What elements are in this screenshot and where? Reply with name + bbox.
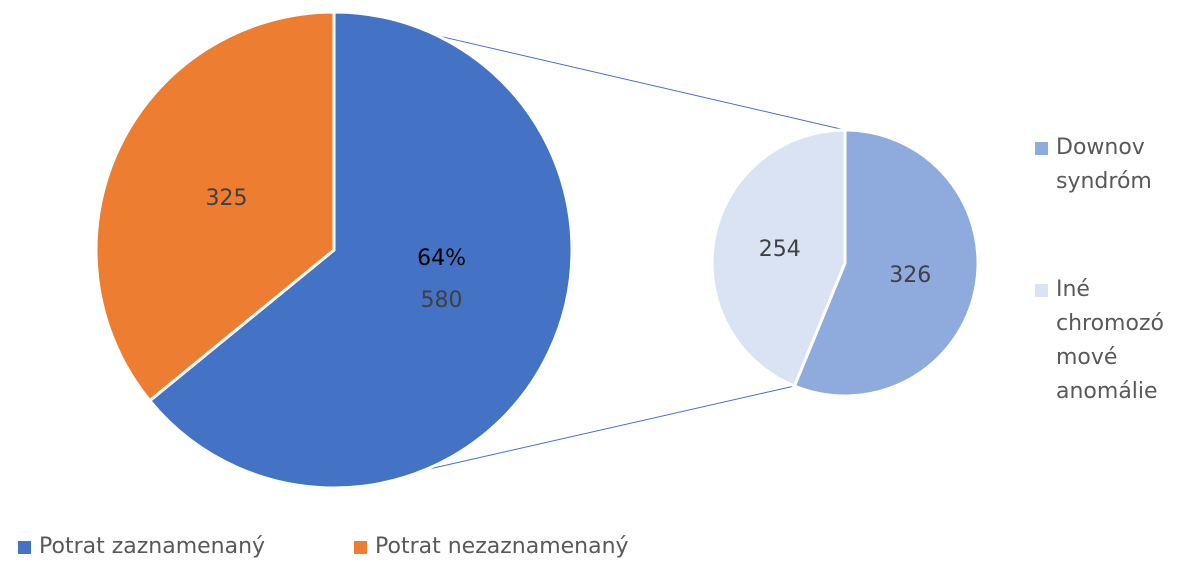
- legend-label: Iné chromozómové anomálie: [1056, 277, 1164, 404]
- value-label: 326: [889, 263, 931, 288]
- legend-swatch: [1035, 284, 1048, 297]
- legend-item: Potrat zaznamenaný: [18, 530, 265, 563]
- legend-item: Potrat nezaznamenaný: [354, 530, 629, 563]
- value-label: 325: [205, 186, 247, 211]
- legend-swatch: [1035, 142, 1048, 155]
- legend-item: Downov syndróm: [1035, 131, 1181, 199]
- percent-label: 64%: [417, 246, 466, 271]
- legend-swatch: [354, 541, 367, 554]
- connector: [424, 385, 795, 471]
- legend-swatch: [18, 541, 31, 554]
- pie-slice: [147, 10, 574, 490]
- pie-slice: [710, 128, 847, 388]
- pie-slice: [94, 10, 336, 403]
- legend-label: Potrat nezaznamenaný: [375, 534, 629, 559]
- value-label: 254: [759, 237, 801, 262]
- legend-label: Potrat zaznamenaný: [39, 534, 266, 559]
- value-label: 580: [421, 288, 463, 313]
- pie-slice: [792, 128, 980, 398]
- connector: [437, 35, 846, 131]
- legend-label: Downov syndróm: [1056, 135, 1152, 194]
- legend-item: Iné chromozómové anomálie: [1035, 273, 1181, 409]
